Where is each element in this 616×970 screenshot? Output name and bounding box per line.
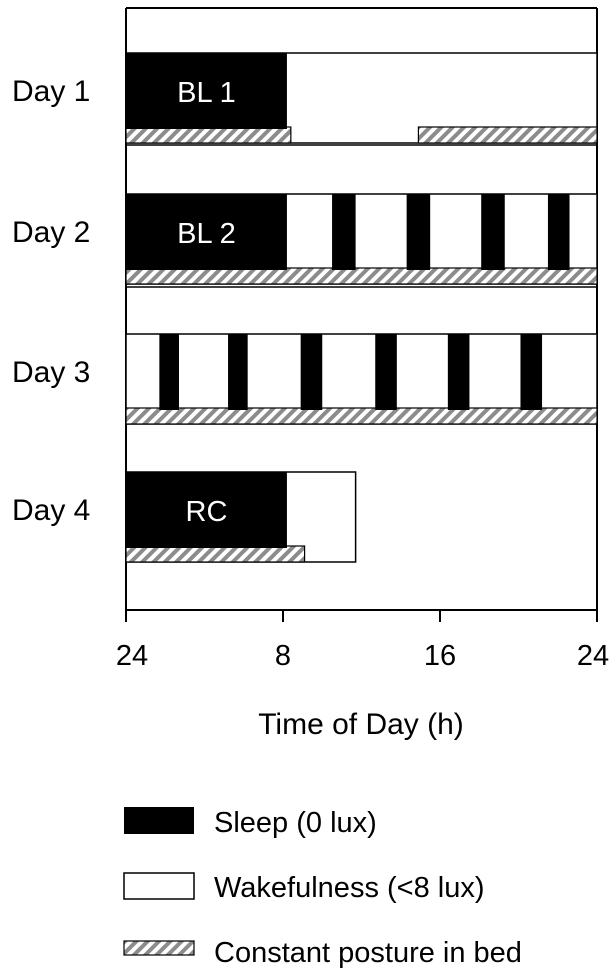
sleep-bar: [406, 194, 431, 270]
posture-bar: [417, 126, 598, 144]
posture-bar: [125, 407, 598, 425]
x-tick-label: 24: [577, 640, 609, 672]
x-axis-title: Time of Day (h): [258, 708, 464, 741]
x-tick-label: 24: [116, 640, 148, 672]
legend-wake-label: Wakefulness (<8 lux): [214, 872, 485, 904]
x-tick-label: 16: [424, 640, 456, 672]
day-label: Day 1: [12, 75, 90, 108]
sleep-bar: [332, 194, 356, 270]
legend-wake-swatch: [123, 872, 195, 900]
legend-posture-swatch: [123, 940, 195, 956]
bar-label: BL 2: [177, 218, 236, 250]
legend-sleep-label: Sleep (0 lux): [214, 807, 377, 839]
sleep-bar: [126, 194, 287, 270]
sleep-bar: [375, 334, 397, 410]
bar-label: RC: [186, 496, 228, 528]
posture-bar: [125, 126, 292, 144]
sleep-bar: [300, 334, 323, 410]
x-axis: 24 8 16 24 Time of Day (h): [116, 610, 609, 741]
legend-posture-label: Constant posture in bed: [214, 937, 522, 969]
legend: Sleep (0 lux) Wakefulness (<8 lux) Const…: [123, 807, 522, 969]
sleep-bar: [228, 334, 248, 410]
day-label: Day 4: [12, 494, 90, 527]
sleep-bar: [126, 472, 287, 548]
sleep-bar: [159, 334, 179, 410]
posture-bar: [125, 267, 598, 285]
bar-label: BL 1: [177, 77, 236, 109]
day-label: Day 3: [12, 356, 90, 389]
day-label: Day 2: [12, 216, 90, 249]
legend-sleep-swatch: [124, 807, 194, 834]
sleep-bar: [481, 194, 505, 270]
sleep-bar: [547, 194, 570, 270]
sleep-bar: [447, 334, 470, 410]
sleep-bar: [520, 334, 543, 410]
sleep-bar: [126, 53, 287, 129]
x-tick-label: 8: [275, 640, 291, 672]
day-rows: BL 1 Day 1 BL 2 Day 2 Day 3 RC Day 4: [12, 52, 598, 563]
posture-bar: [125, 545, 306, 563]
